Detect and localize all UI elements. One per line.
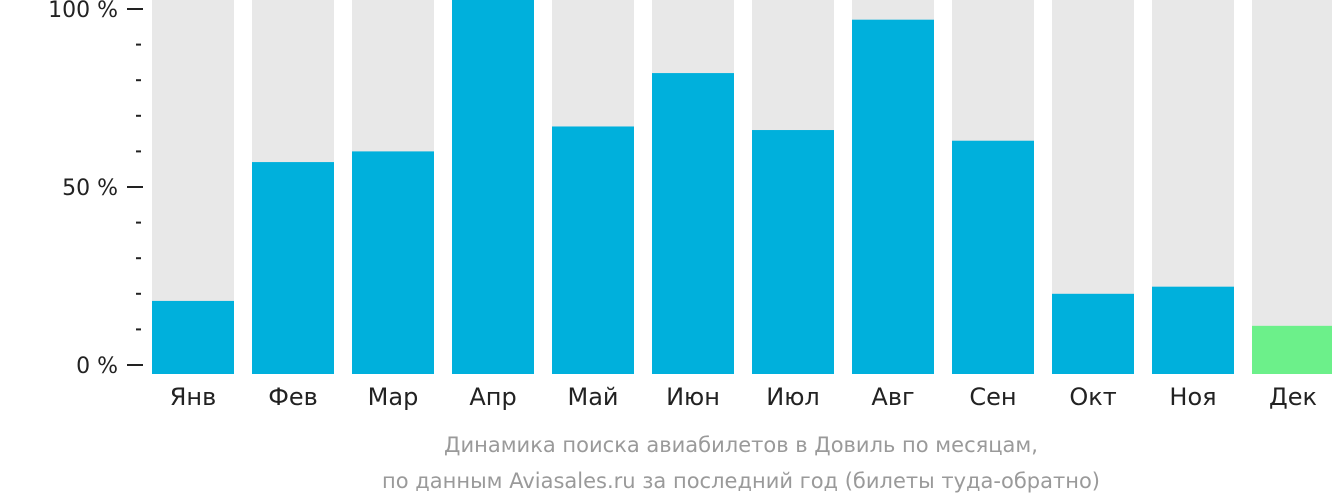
bar-2 bbox=[252, 162, 334, 374]
x-tick-label-8: Авг bbox=[871, 383, 914, 411]
y-axis: 0 % 50 % 100 % bbox=[48, 0, 143, 379]
bar-3 bbox=[352, 151, 434, 374]
x-tick-label-3: Мар bbox=[368, 383, 419, 411]
bar-1 bbox=[152, 300, 234, 374]
background-bar-12 bbox=[1252, 0, 1332, 374]
y-tick-label-1: 0 % bbox=[76, 354, 118, 379]
bar-12 bbox=[1252, 325, 1332, 374]
bar-7 bbox=[752, 130, 834, 374]
caption-line-1: Динамика поиска авиабилетов в Довиль по … bbox=[444, 433, 1038, 457]
bar-9 bbox=[952, 140, 1034, 374]
x-tick-label-5: Май bbox=[567, 383, 618, 411]
x-tick-label-10: Окт bbox=[1069, 383, 1116, 411]
x-tick-label-9: Сен bbox=[969, 383, 1016, 411]
bar-4 bbox=[452, 0, 534, 374]
bar-8 bbox=[852, 19, 934, 375]
y-tick-label-2: 50 % bbox=[62, 176, 118, 201]
x-tick-label-11: Ноя bbox=[1169, 383, 1216, 411]
bar-5 bbox=[552, 126, 634, 374]
bar-6 bbox=[652, 73, 734, 374]
y-tick-label-3: 100 % bbox=[48, 0, 118, 23]
value-bars bbox=[152, 0, 1332, 375]
x-tick-label-6: Июн bbox=[666, 383, 720, 411]
x-axis-labels: Янв Фев Мар Апр Май Июн Июл Авг Сен Окт Ноя Дек bbox=[170, 383, 1317, 411]
x-tick-label-12: Дек bbox=[1269, 383, 1317, 411]
x-tick-label-4: Апр bbox=[469, 383, 516, 411]
bar-11 bbox=[1152, 286, 1234, 374]
x-tick-label-2: Фев bbox=[268, 383, 318, 411]
x-tick-label-1: Янв bbox=[170, 383, 217, 411]
bar-10 bbox=[1052, 293, 1134, 374]
chart-caption: Динамика поиска авиабилетов в Довиль по … bbox=[382, 433, 1100, 493]
x-tick-label-7: Июл bbox=[766, 383, 820, 411]
caption-line-2: по данным Aviasales.ru за последний год … bbox=[382, 469, 1100, 493]
